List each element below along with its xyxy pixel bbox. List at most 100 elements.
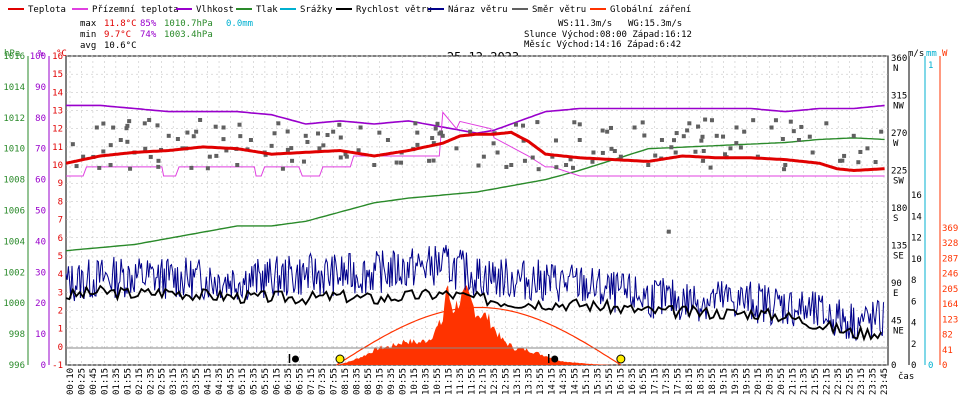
wind-dir-dot-28 bbox=[440, 133, 445, 138]
wind-dir-dot-x88 bbox=[343, 152, 348, 157]
wind-dir-dot-x5 bbox=[301, 159, 306, 164]
wind-dir-dot-33 bbox=[509, 163, 514, 167]
dir-tick-3: 135 bbox=[891, 242, 907, 252]
x-tick-58: 19:35 bbox=[731, 368, 741, 395]
dir-name-4: S bbox=[893, 214, 898, 224]
wind-tick-2: 4 bbox=[911, 319, 916, 329]
wind-dir-dot-x93 bbox=[612, 149, 617, 154]
wind-dir-dot-x100 bbox=[394, 160, 399, 165]
moon-set-marker bbox=[551, 355, 559, 363]
x-tick-36: 12:15 bbox=[479, 368, 489, 395]
temp-tick-5: 4 bbox=[58, 270, 63, 280]
dir-tick-1: 45 bbox=[891, 317, 902, 327]
radiation-tick-7: 287 bbox=[942, 254, 958, 264]
wind-dir-dot-13 bbox=[235, 163, 240, 167]
wind-unit: m/s bbox=[908, 49, 924, 59]
dir-tick-5: 225 bbox=[891, 167, 907, 177]
x-tick-52: 17:35 bbox=[662, 368, 672, 395]
x-tick-70: 23:35 bbox=[869, 368, 879, 395]
wind-dir-dot-x69 bbox=[338, 135, 343, 140]
pressure-tick-6: 1008 bbox=[3, 176, 25, 186]
wind-dir-dot-41 bbox=[618, 154, 623, 159]
humidity-tick-3: 30 bbox=[35, 268, 46, 278]
humidity-unit: % bbox=[38, 49, 44, 59]
min-press: 1003.4hPa bbox=[164, 30, 213, 40]
legend-label-7: Směr větru bbox=[532, 5, 586, 15]
radiation-tick-5: 205 bbox=[942, 285, 958, 295]
wind-dir-dot-x105 bbox=[431, 158, 436, 163]
wind-dir-dot-48 bbox=[701, 158, 706, 163]
sun-set-marker bbox=[616, 354, 626, 364]
wind-dir-dot-x27 bbox=[124, 126, 129, 131]
wind-dir-dot-26 bbox=[413, 121, 418, 126]
rain-unit: mm bbox=[926, 49, 937, 59]
wind-dir-dot-59 bbox=[851, 133, 856, 138]
wind-dir-dot-x106 bbox=[238, 134, 243, 139]
wind-dir-dot-19 bbox=[317, 146, 322, 151]
x-tick-12: 04:15 bbox=[204, 368, 214, 395]
wind-dir-dot-x2 bbox=[189, 165, 194, 170]
x-tick-56: 18:55 bbox=[708, 368, 718, 395]
wind-dir-dot-40 bbox=[605, 129, 610, 134]
legend-label-6: Náraz větru bbox=[448, 5, 508, 15]
wind-dir-dot-11 bbox=[207, 154, 212, 159]
wind-dir-dot-x116 bbox=[685, 128, 690, 133]
x-tick-57: 19:15 bbox=[719, 368, 729, 395]
temp-tick-14: 13 bbox=[52, 107, 63, 117]
wind-dir-dot-16 bbox=[276, 121, 281, 126]
x-tick-71: 23:45 bbox=[880, 368, 890, 395]
wind-dir-dot-x66 bbox=[782, 167, 787, 172]
x-tick-17: 05:55 bbox=[261, 368, 271, 395]
x-tick-3: 01:15 bbox=[100, 368, 110, 395]
wind-dir-dot-53 bbox=[769, 125, 774, 130]
pressure-line bbox=[65, 137, 885, 252]
wind-dir-dot-3 bbox=[108, 163, 113, 167]
wind-dir-dot-44 bbox=[659, 138, 664, 142]
max-hum: 85% bbox=[140, 19, 157, 29]
wind-dir-dot-x49 bbox=[590, 159, 595, 164]
humidity-tick-5: 50 bbox=[35, 207, 46, 217]
plot-border bbox=[65, 55, 889, 366]
x-tick-14: 04:55 bbox=[227, 368, 237, 395]
wind-dir-dot-x68 bbox=[642, 133, 647, 138]
wind-dir-dot-x72 bbox=[433, 126, 438, 131]
x-tick-41: 13:55 bbox=[536, 368, 546, 395]
wind-dir-dot-x3 bbox=[699, 138, 704, 143]
dir-tick-4: 180 bbox=[891, 204, 907, 214]
wind-dir-dot-x70 bbox=[175, 137, 180, 142]
x-tick-18: 06:15 bbox=[272, 368, 282, 395]
radiation-tick-4: 164 bbox=[942, 300, 958, 310]
x-tick-60: 20:15 bbox=[754, 368, 764, 395]
legend-label-0: Teplota bbox=[28, 5, 66, 15]
temp-tick-4: 3 bbox=[58, 288, 63, 298]
wind-dir-dot-32 bbox=[495, 150, 500, 155]
wind-dir-dot-x60 bbox=[554, 165, 559, 170]
wind-dir-dot-x54 bbox=[842, 153, 847, 158]
wind-dir-dot-x39 bbox=[337, 122, 342, 127]
x-tick-9: 03:15 bbox=[169, 368, 179, 395]
wind-dir-dot-x24 bbox=[734, 125, 739, 130]
max-rain: 0.0mm bbox=[226, 19, 253, 29]
legend-label-2: Vlhkost bbox=[196, 5, 234, 15]
wind-dir-dot-x61 bbox=[399, 160, 404, 165]
temp-unit: °C bbox=[56, 49, 67, 59]
wind-dir-dot-39 bbox=[591, 150, 596, 155]
wind-dir-dot-x42 bbox=[780, 136, 785, 141]
wind-tick-5: 10 bbox=[911, 255, 922, 265]
astro-block: WS:11.3m/s WG:15.3m/s Slunce Východ:08:0… bbox=[524, 19, 692, 50]
legend: Teplota Přízemní teplota Vlhkost Tlak Srážky… bbox=[8, 5, 691, 15]
x-tick-19: 06:35 bbox=[284, 368, 294, 395]
summary-block: max 11.8°C 85% 1010.7hPa 0.0mm min 9.7°C… bbox=[80, 19, 253, 51]
x-tick-37: 12:35 bbox=[490, 368, 500, 395]
wind-dir-dot-x37 bbox=[205, 166, 210, 171]
pressure-tick-4: 1004 bbox=[3, 237, 25, 247]
wind-dir-dot-x57 bbox=[156, 164, 161, 169]
x-tick-6: 02:15 bbox=[135, 368, 145, 395]
wind-dir-dot-x118 bbox=[653, 153, 658, 158]
wind-dir-dot-x13 bbox=[709, 118, 714, 123]
dir-name-7: NW bbox=[893, 102, 904, 112]
temp-tick-10: 9 bbox=[58, 179, 63, 189]
x-tick-64: 21:35 bbox=[800, 368, 810, 395]
legend-label-5: Rychlost větru bbox=[356, 5, 432, 15]
x-tick-66: 22:15 bbox=[823, 368, 833, 395]
